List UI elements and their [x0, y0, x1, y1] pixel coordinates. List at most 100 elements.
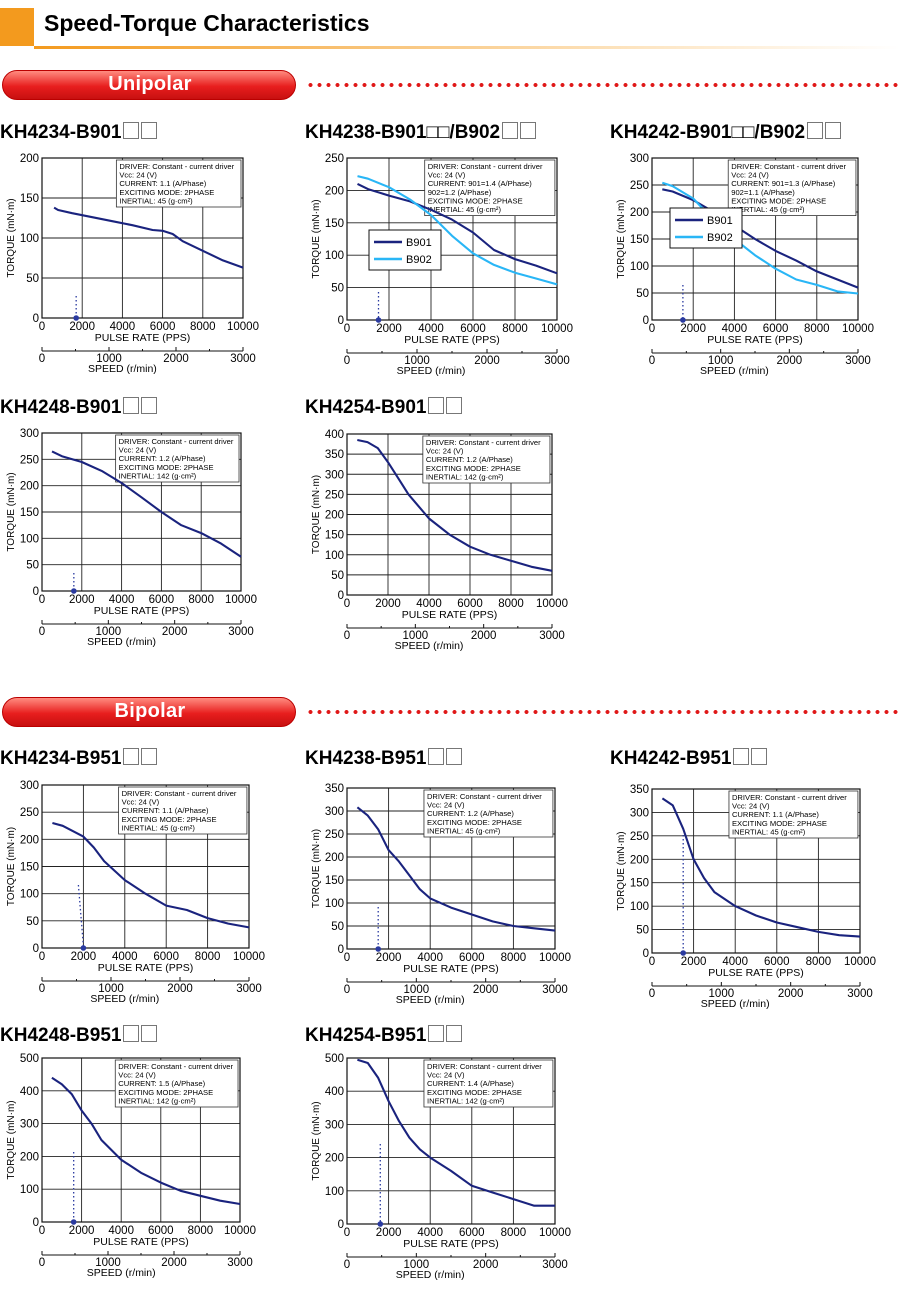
x-tick-label: 8000 — [501, 952, 527, 964]
y-tick-label: 200 — [20, 481, 39, 493]
x-axis-label: PULSE RATE (PPS) — [404, 334, 500, 346]
model-suffix-box — [733, 748, 750, 765]
x-tick-label: 10000 — [233, 951, 265, 963]
info-line: EXCITING MODE: 2PHASE — [119, 188, 214, 197]
x-tick-label: 0 — [39, 951, 45, 963]
y-tick-label: 0 — [338, 944, 344, 956]
y-tick-label: 400 — [20, 1086, 39, 1098]
x-tick-label: 2000 — [680, 323, 706, 335]
series-line-torque — [661, 797, 861, 938]
y-tick-label: 100 — [325, 898, 344, 910]
speed-tick-label: 2000 — [471, 630, 497, 642]
y-tick-label: 150 — [20, 193, 39, 205]
info-line: CURRENT: 901=1.4 (A/Phase) — [428, 179, 533, 188]
x-axis-label: PULSE RATE (PPS) — [98, 962, 194, 974]
x-tick-label: 8000 — [190, 321, 216, 333]
speed-tick-label: 2000 — [163, 353, 189, 365]
x-tick-label: 0 — [39, 1225, 45, 1237]
info-line: DRIVER: Constant - current driver — [427, 1062, 542, 1071]
title-accent-block — [0, 8, 34, 46]
info-line: CURRENT: 1.2 (A/Phase) — [119, 454, 206, 463]
y-tick-label: 200 — [630, 207, 649, 219]
x-tick-label: 4000 — [417, 952, 443, 964]
speed-axis-label: SPEED (r/min) — [90, 993, 159, 1005]
x-axis-label: PULSE RATE (PPS) — [94, 605, 190, 617]
y-tick-label: 150 — [20, 507, 39, 519]
chart-title-text: KH4238-B951 — [305, 748, 427, 769]
x-tick-label: 2000 — [69, 321, 95, 333]
y-tick-label: 200 — [20, 1151, 39, 1163]
start-marker-line — [77, 884, 85, 947]
model-suffix-box — [428, 748, 445, 765]
speed-tick-label: 0 — [649, 988, 655, 1000]
info-line: EXCITING MODE: 2PHASE — [122, 815, 217, 824]
plot-frame — [41, 1057, 241, 1223]
y-tick-label: 500 — [20, 1053, 39, 1065]
x-tick-label: 10000 — [842, 323, 874, 335]
start-marker-dot — [377, 1221, 384, 1227]
legend-box — [669, 207, 743, 249]
info-line: 902=1.1 (A/Phase) — [731, 188, 795, 197]
series-line-torque — [52, 821, 250, 929]
series-line-torque — [356, 806, 556, 932]
speed-tick-label: 0 — [344, 984, 350, 996]
speed-tick-label: 2000 — [473, 1259, 499, 1271]
y-tick-label: 350 — [325, 783, 344, 795]
y-tick-label: 350 — [325, 449, 344, 461]
chart-title: KH4234-B951 — [0, 748, 158, 770]
chart-title: KH4242-B901□□/B902 — [610, 122, 842, 144]
plot-frame — [651, 788, 861, 954]
info-line: CURRENT: 1.1 (A/Phase) — [732, 810, 819, 819]
y-tick-label: 300 — [20, 428, 39, 440]
y-tick-label: 0 — [33, 313, 39, 325]
series-line-torque — [51, 1076, 241, 1206]
speed-tick-label: 1000 — [404, 1259, 430, 1271]
y-tick-label: 50 — [636, 925, 649, 937]
section-bipolar-label: Bipolar — [114, 700, 186, 722]
x-tick-label: 8000 — [188, 594, 214, 606]
y-tick-label: 0 — [338, 315, 344, 327]
x-tick-label: 10000 — [844, 956, 876, 968]
x-axis-label: PULSE RATE (PPS) — [403, 1238, 499, 1250]
x-axis-label: PULSE RATE (PPS) — [402, 609, 498, 621]
model-suffix-box — [123, 397, 140, 414]
chart-title-text: KH4242-B951 — [610, 748, 732, 769]
y-tick-label: 300 — [630, 807, 649, 819]
y-tick-label: 300 — [20, 780, 39, 792]
y-tick-label: 200 — [20, 153, 39, 165]
info-line: DRIVER: Constant - current driver — [426, 438, 541, 447]
info-line: CURRENT: 1.5 (A/Phase) — [118, 1079, 205, 1088]
chart-title: KH4242-B951 — [610, 748, 768, 770]
speed-tick-label: 3000 — [228, 626, 254, 638]
series-line-torque — [357, 1058, 555, 1207]
speed-tick-label: 0 — [39, 1257, 45, 1269]
plot-frame — [651, 157, 859, 321]
info-line: DRIVER: Constant - current driver — [427, 792, 542, 801]
info-line: EXCITING MODE: 2PHASE — [427, 1088, 522, 1097]
chart-b1: KH4234-B951 0 50 100 150 200 250 300 0 2000 4000 60… — [0, 748, 292, 1023]
x-tick-label: 0 — [649, 956, 655, 968]
speed-tick-label: 3000 — [845, 355, 871, 367]
chart-svg: 0 50 100 150 200 250 300 350 0 2000 4000 6000 8000 10… — [616, 784, 876, 1010]
y-tick-label: 100 — [630, 901, 649, 913]
chart-u5: KH4254-B901 0 50 100 150 200 250 300 350 400 0 2000… — [305, 397, 597, 672]
x-tick-label: 6000 — [459, 952, 485, 964]
start-marker-dot — [375, 317, 382, 323]
info-line: INERTIAL: 45 (g·cm²) — [731, 205, 805, 214]
x-tick-label: 6000 — [763, 323, 789, 335]
start-marker-dot — [73, 315, 79, 321]
y-tick-label: 100 — [325, 1186, 344, 1198]
x-tick-label: 0 — [649, 323, 655, 335]
chart-title: KH4254-B951 — [305, 1025, 463, 1047]
x-tick-label: 10000 — [539, 952, 571, 964]
x-tick-label: 2000 — [376, 1227, 402, 1239]
info-line: INERTIAL: 142 (g·cm²) — [426, 472, 504, 481]
y-tick-label: 150 — [325, 875, 344, 887]
info-line: Vcc: 24 (V) — [119, 171, 157, 180]
y-tick-label: 50 — [26, 560, 39, 572]
chart-title-text: KH4254-B951 — [305, 1025, 427, 1046]
